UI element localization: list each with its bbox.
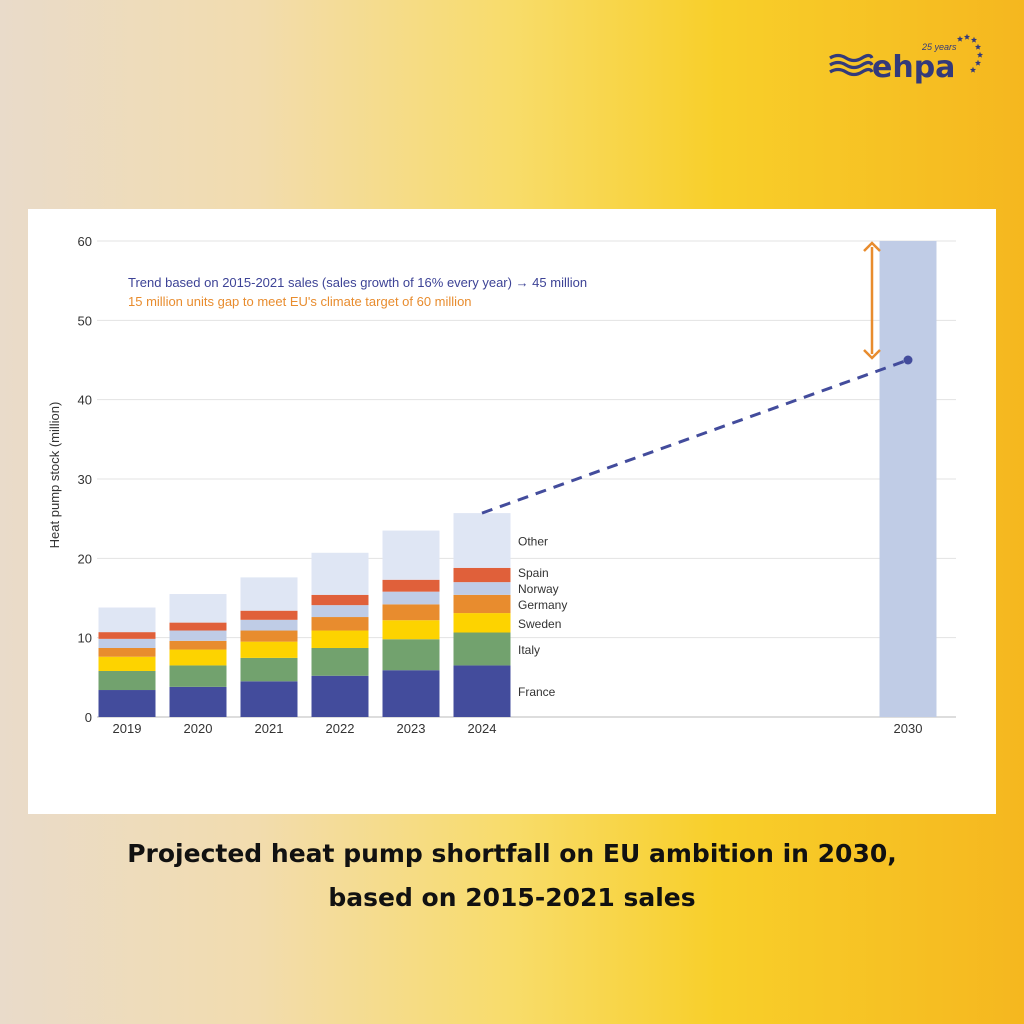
bar-segment-sweden-2024 (453, 613, 511, 633)
bar-segment-italy-2020 (169, 665, 227, 687)
x-tick-label: 2024 (468, 721, 497, 736)
bar-segment-norway-2020 (169, 630, 227, 641)
caption: Projected heat pump shortfall on EU ambi… (0, 832, 1024, 920)
bar-segment-other-2022 (311, 552, 369, 595)
bar-segment-spain-2022 (311, 594, 369, 606)
bar-segment-other-2019 (98, 607, 156, 633)
bar-segment-italy-2023 (382, 639, 440, 671)
bar-segment-norway-2019 (98, 638, 156, 648)
bar-segment-italy-2024 (453, 632, 511, 666)
bar-segment-spain-2024 (453, 567, 511, 583)
y-tick-label: 50 (78, 313, 92, 328)
bar-segment-italy-2022 (311, 647, 369, 676)
waves-icon (829, 53, 874, 77)
x-tick-label: 2019 (113, 721, 142, 736)
bar-segment-other-2024 (453, 513, 511, 568)
bar-segment-norway-2022 (311, 605, 369, 618)
bar-segment-sweden-2022 (311, 630, 369, 648)
bar-segment-sweden-2023 (382, 620, 440, 640)
star-icon (970, 36, 978, 43)
bar-segment-spain-2023 (382, 579, 440, 592)
trend-annotation: Trend based on 2015-2021 sales (sales gr… (128, 275, 587, 290)
star-icon (974, 59, 982, 66)
trend-endpoint (903, 355, 913, 365)
bar-segment-france-2022 (311, 675, 369, 717)
chart-card: 0 10 20 30 40 50 60 2030 2019 2020 2021 2022 2023 202… (28, 209, 996, 814)
star-icon (956, 35, 964, 42)
series-label-other: Other (518, 534, 548, 548)
logo-text: ehpa (872, 50, 955, 85)
bar-segment-germany-2022 (311, 617, 369, 631)
bar-segment-germany-2024 (453, 594, 511, 614)
bar-segment-france-2023 (382, 670, 440, 717)
y-tick-label: 40 (78, 393, 92, 408)
series-label-germany: Germany (518, 598, 567, 612)
star-icon (976, 51, 984, 58)
bar-segment-france-2024 (453, 665, 511, 717)
gap-arrow-head-down (863, 349, 881, 360)
series-label-italy: Italy (518, 643, 540, 657)
bar-segment-germany-2021 (240, 630, 298, 642)
bar-segment-spain-2020 (169, 622, 227, 631)
star-icon (974, 43, 982, 50)
bar-segment-spain-2021 (240, 610, 298, 620)
bar-segment-other-2020 (169, 594, 227, 623)
star-icon (963, 33, 971, 40)
gap-annotation: 15 million units gap to meet EU's climat… (128, 294, 472, 309)
bar-segment-sweden-2019 (98, 656, 156, 671)
bar-segment-norway-2023 (382, 591, 440, 605)
series-label-norway: Norway (518, 582, 559, 596)
gap-arrow-head-up (863, 241, 881, 252)
series-label-spain: Spain (518, 566, 549, 580)
bar-2030-target (879, 241, 937, 717)
x-tick-label: 2030 (894, 721, 923, 736)
y-tick-label: 10 (78, 631, 92, 646)
star-icon (969, 66, 977, 73)
bar-segment-germany-2020 (169, 640, 227, 650)
bar-segment-germany-2023 (382, 604, 440, 621)
bar-segment-germany-2019 (98, 647, 156, 657)
bar-segment-spain-2019 (98, 632, 156, 639)
caption-line-1: Projected heat pump shortfall on EU ambi… (127, 839, 897, 868)
ehpa-logo: ehpa 25 years (826, 30, 986, 90)
bar-segment-sweden-2021 (240, 641, 298, 658)
y-axis-label: Heat pump stock (million) (47, 402, 62, 549)
bar-segment-other-2023 (382, 530, 440, 580)
bar-segment-norway-2021 (240, 619, 298, 631)
bar-segment-other-2021 (240, 577, 298, 611)
bar-segment-france-2019 (98, 690, 156, 717)
y-tick-label: 20 (78, 551, 92, 566)
bar-segment-norway-2024 (453, 582, 511, 595)
logo-tagline: 25 years (921, 42, 957, 52)
stars-icon (956, 33, 984, 73)
caption-line-2: based on 2015-2021 sales (328, 883, 696, 912)
x-tick-label: 2022 (326, 721, 355, 736)
x-tick-label: 2023 (397, 721, 426, 736)
y-tick-label: 60 (78, 234, 92, 249)
x-tick-label: 2020 (184, 721, 213, 736)
trend-line (481, 358, 909, 515)
bar-segment-italy-2021 (240, 657, 298, 682)
bar-segment-france-2020 (169, 686, 227, 717)
series-label-france: France (518, 685, 556, 699)
y-tick-label: 30 (78, 472, 92, 487)
x-tick-label: 2021 (255, 721, 284, 736)
series-label-sweden: Sweden (518, 617, 561, 631)
y-tick-label: 0 (85, 710, 92, 725)
bar-segment-sweden-2020 (169, 649, 227, 666)
bar-segment-france-2021 (240, 681, 298, 717)
bar-segment-italy-2019 (98, 670, 156, 691)
